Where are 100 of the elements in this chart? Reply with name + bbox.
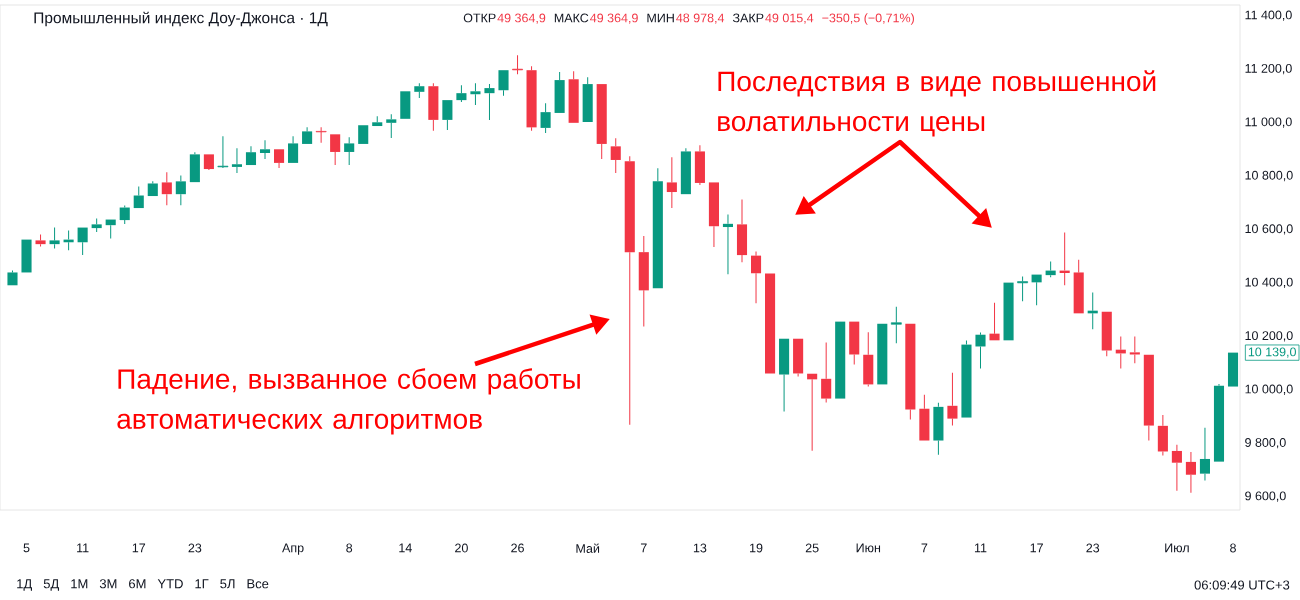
candlestick [91,217,102,233]
candlestick [470,82,481,106]
text: 1Д [17,579,32,591]
candlestick [288,135,299,163]
candlestick [722,213,734,275]
x-tick-label: 17 [132,543,146,553]
y-tick-label: 9 800,0 [1245,438,1286,449]
candlestick [259,139,271,160]
candlestick [498,70,509,97]
candlestick [933,402,944,456]
candlestick [638,235,649,327]
candlestick [849,321,860,365]
candlestick [330,134,341,166]
candlestick [217,135,229,168]
candlestick [835,321,846,399]
x-tick-label: 25 [805,543,819,553]
annotation: 49 364,9 [497,13,546,24]
y-tick-label: 10 800,0 [1245,170,1293,182]
candlestick [175,174,186,206]
candlestick [189,151,200,183]
candlestick [119,204,130,225]
candlestick [1073,259,1084,314]
annotation: −350,5 (−0,71%) [822,13,914,25]
y-tick-label: 9 600,0 [1245,491,1286,502]
candlestick [624,155,635,426]
annotation: Падение, вызванное сбоем работы автоматических алгоритмов [117,368,580,435]
x-tick-label: Май [576,543,600,553]
candlestick [779,338,790,412]
candlestick [1143,354,1154,442]
text: 3М [99,579,117,589]
annotation: ЗАКР [732,13,764,23]
x-tick-label: 5 [23,543,30,553]
x-tick-label: 11 [77,543,89,553]
candlestick [863,331,874,388]
candlestick [582,76,593,123]
candlestick [414,82,425,99]
candlestick [821,341,832,404]
candlestick [526,65,537,132]
candlestick [344,136,355,166]
candlestick [666,156,677,209]
candlestick [1129,336,1140,364]
x-tick-label: 13 [693,543,707,553]
y-tick-label: 10 400,0 [1245,277,1293,289]
candlestick [708,182,719,248]
x-tick-label: 20 [455,543,468,553]
candlestick [694,144,705,186]
text: 5Л [220,579,235,589]
candlestick [1031,274,1042,306]
candlestick [1171,444,1182,492]
candlestick [765,273,776,374]
candlestick [133,185,144,209]
candlestick [890,306,902,344]
x-tick-label: 23 [1086,543,1100,553]
candlestick [372,115,383,127]
x-tick-label: 19 [750,543,763,553]
y-tick-label: 10 600,0 [1245,224,1293,235]
candlestick [680,147,691,195]
y-tick-label: 11 400,0 [1245,10,1292,21]
x-tick-label: 14 [399,543,412,553]
candlestick [652,167,663,289]
candlestick [512,54,523,75]
candlestick [736,199,748,263]
candlestick [161,171,172,206]
candlestick [21,239,32,273]
candlestick [1101,311,1112,357]
candlestick [456,84,467,103]
candlestick [1213,383,1225,462]
annotation: 48 978,4 [676,13,725,24]
candlestick [147,180,158,197]
candlestick [1157,414,1168,456]
y-tick-label: 11 200,0 [1245,63,1292,75]
annotation: 49 364,9 [590,13,638,24]
candlestick [610,137,621,174]
candlestick [750,251,762,304]
candlestick [442,100,453,131]
x-tick-label: 7 [921,543,928,553]
candlestick [540,102,551,134]
x-tick-label: 23 [188,543,202,553]
candlestick [1017,275,1028,302]
annotation: ОТКР [463,13,496,23]
candlestick [302,126,313,144]
candlestick [596,84,607,160]
x-tick-label: Июл [1165,543,1189,553]
candlestick [905,323,916,420]
candlestick [49,227,60,249]
text: 6М [129,579,146,589]
candlestick [1185,451,1196,494]
candlestick [1003,282,1014,341]
candlestick [1199,427,1211,482]
candlestick [554,71,565,113]
x-tick-label: 8 [1230,543,1236,553]
candlestick [975,332,986,369]
candlestick [919,394,930,441]
x-tick-label: 7 [640,543,647,553]
text: 1М [71,579,88,589]
annotation: МИН [647,13,674,23]
candlestick [245,145,257,166]
x-tick-label: 11 [974,543,987,553]
x-tick-label: 17 [1030,543,1043,553]
text: 10 139,0 [1248,347,1296,358]
